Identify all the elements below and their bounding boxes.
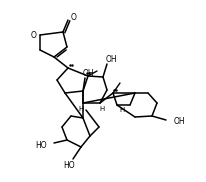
Text: HO: HO [35, 141, 47, 149]
Text: H: H [78, 106, 83, 112]
Text: HO: HO [63, 161, 74, 171]
Text: OH: OH [105, 54, 116, 64]
Text: O: O [31, 31, 37, 39]
Text: O: O [71, 13, 77, 23]
Text: H: H [119, 107, 124, 113]
Text: H: H [99, 106, 104, 112]
Text: OH: OH [82, 70, 93, 78]
Text: OH: OH [173, 116, 185, 126]
